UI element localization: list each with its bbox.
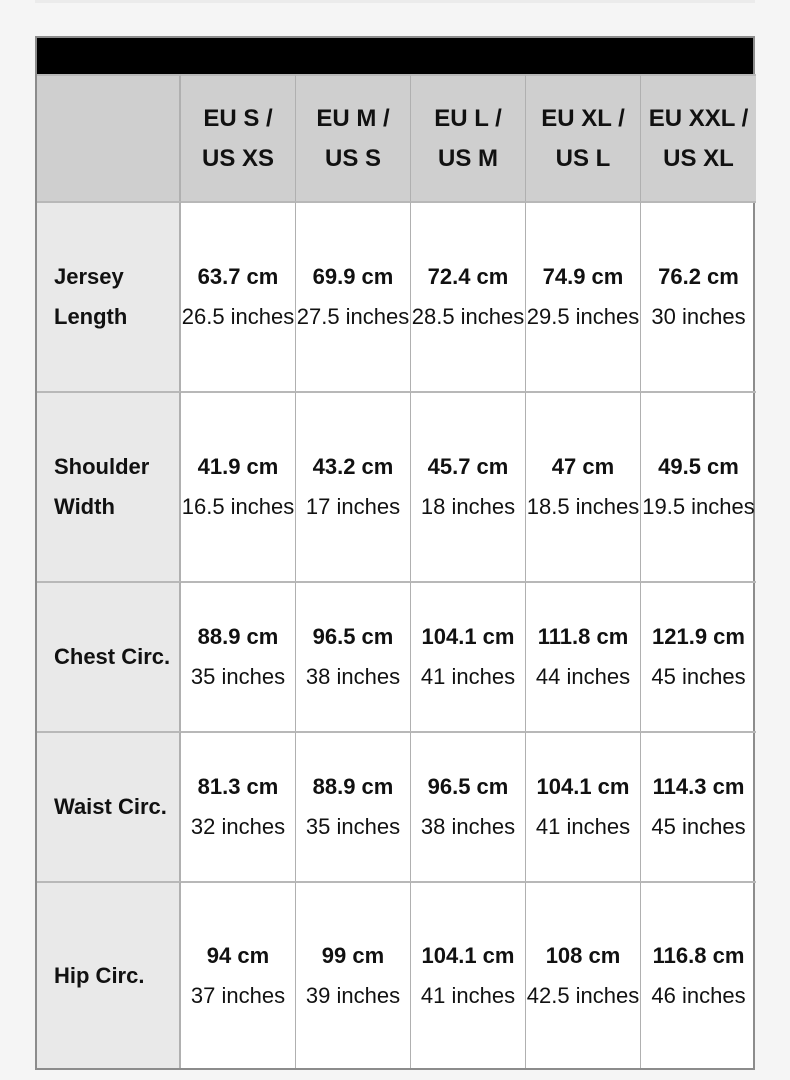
cm-value: 49.5 cm	[658, 454, 739, 479]
row-label: Shoulder Width	[37, 391, 181, 581]
measurement-cell: 63.7 cm 26.5 inches	[181, 201, 296, 391]
inches-value: 29.5 inches	[526, 304, 640, 329]
cm-value: 88.9 cm	[312, 774, 394, 799]
measurement-cell: 88.9 cm 35 inches	[296, 731, 411, 881]
cm-value: 121.9 cm	[652, 624, 745, 649]
cm-value: 47 cm	[551, 454, 615, 479]
cm-value: 74.9 cm	[542, 264, 624, 289]
cm-value: 72.4 cm	[427, 264, 509, 289]
measurement-cell: 116.8 cm 46 inches	[641, 881, 756, 1068]
size-grid: EU S / US XS EU M / US S EU L / US M EU XL …	[37, 74, 756, 1068]
measurement-cell: 88.9 cm 35 inches	[181, 581, 296, 731]
inches-value: 44 inches	[535, 664, 631, 689]
header-corner	[37, 74, 181, 201]
row-label: Chest Circ.	[37, 581, 181, 731]
inches-value: 41 inches	[420, 664, 516, 689]
measurement-cell: 104.1 cm 41 inches	[526, 731, 641, 881]
cm-value: 88.9 cm	[197, 624, 279, 649]
inches-value: 27.5 inches	[296, 304, 410, 329]
inches-value: 46 inches	[651, 982, 746, 1008]
cm-value: 41.9 cm	[197, 454, 279, 479]
measurement-cell: 99 cm 39 inches	[296, 881, 411, 1068]
top-divider	[35, 0, 755, 3]
inches-value: 38 inches	[420, 814, 516, 839]
inches-value: 19.5 inches	[642, 494, 755, 519]
cm-value: 63.7 cm	[197, 264, 279, 289]
inches-value: 37 inches	[190, 982, 286, 1008]
cm-value: 43.2 cm	[312, 454, 394, 479]
measurement-cell: 108 cm 42.5 inches	[526, 881, 641, 1068]
inches-value: 18 inches	[420, 494, 516, 519]
table-title-bar	[37, 38, 753, 74]
measurement-cell: 81.3 cm 32 inches	[181, 731, 296, 881]
inches-value: 16.5 inches	[181, 494, 295, 519]
measurement-cell: 104.1 cm 41 inches	[411, 581, 526, 731]
cm-value: 45.7 cm	[427, 454, 509, 479]
inches-value: 28.5 inches	[411, 304, 525, 329]
inches-value: 26.5 inches	[181, 304, 295, 329]
measurement-cell: 49.5 cm 19.5 inches	[641, 391, 756, 581]
measurement-cell: 121.9 cm 45 inches	[641, 581, 756, 731]
measurement-cell: 96.5 cm 38 inches	[411, 731, 526, 881]
cm-value: 96.5 cm	[312, 624, 394, 649]
cm-value: 94 cm	[206, 942, 270, 968]
inches-value: 17 inches	[305, 494, 401, 519]
cm-value: 81.3 cm	[197, 774, 279, 799]
inches-value: 41 inches	[535, 814, 631, 839]
measurement-cell: 104.1 cm 41 inches	[411, 881, 526, 1068]
row-label: Hip Circ.	[37, 881, 181, 1068]
cm-value: 111.8 cm	[537, 624, 629, 649]
measurement-cell: 69.9 cm 27.5 inches	[296, 201, 411, 391]
measurement-cell: 111.8 cm 44 inches	[526, 581, 641, 731]
inches-value: 39 inches	[305, 982, 401, 1008]
measurement-cell: 45.7 cm 18 inches	[411, 391, 526, 581]
inches-value: 45 inches	[651, 664, 746, 689]
measurement-cell: 41.9 cm 16.5 inches	[181, 391, 296, 581]
cm-value: 96.5 cm	[427, 774, 509, 799]
column-header: EU XXL / US XL	[641, 74, 756, 201]
inches-value: 35 inches	[190, 664, 286, 689]
inches-value: 45 inches	[651, 814, 746, 839]
column-header: EU L / US M	[411, 74, 526, 201]
column-header: EU XL / US L	[526, 74, 641, 201]
size-chart-table: EU S / US XS EU M / US S EU L / US M EU XL …	[35, 36, 756, 1070]
measurement-cell: 74.9 cm 29.5 inches	[526, 201, 641, 391]
measurement-cell: 72.4 cm 28.5 inches	[411, 201, 526, 391]
cm-value: 108 cm	[545, 942, 621, 968]
column-header: EU M / US S	[296, 74, 411, 201]
measurement-cell: 76.2 cm 30 inches	[641, 201, 756, 391]
cm-value: 104.1 cm	[421, 624, 515, 649]
inches-value: 38 inches	[305, 664, 401, 689]
inches-value: 18.5 inches	[526, 494, 640, 519]
inches-value: 42.5 inches	[526, 982, 640, 1008]
cm-value: 76.2 cm	[658, 264, 739, 289]
row-label: Jersey Length	[37, 201, 181, 391]
measurement-cell: 94 cm 37 inches	[181, 881, 296, 1068]
column-header: EU S / US XS	[181, 74, 296, 201]
cm-value: 104.1 cm	[536, 774, 630, 799]
measurement-cell: 43.2 cm 17 inches	[296, 391, 411, 581]
measurement-cell: 114.3 cm 45 inches	[641, 731, 756, 881]
inches-value: 35 inches	[305, 814, 401, 839]
cm-value: 69.9 cm	[312, 264, 394, 289]
cm-value: 116.8 cm	[652, 942, 745, 968]
inches-value: 41 inches	[420, 982, 516, 1008]
measurement-cell: 47 cm 18.5 inches	[526, 391, 641, 581]
cm-value: 104.1 cm	[421, 942, 515, 968]
cm-value: 114.3 cm	[652, 774, 745, 799]
measurement-cell: 96.5 cm 38 inches	[296, 581, 411, 731]
cm-value: 99 cm	[321, 942, 385, 968]
inches-value: 32 inches	[190, 814, 286, 839]
row-label: Waist Circ.	[37, 731, 181, 881]
inches-value: 30 inches	[651, 304, 746, 329]
